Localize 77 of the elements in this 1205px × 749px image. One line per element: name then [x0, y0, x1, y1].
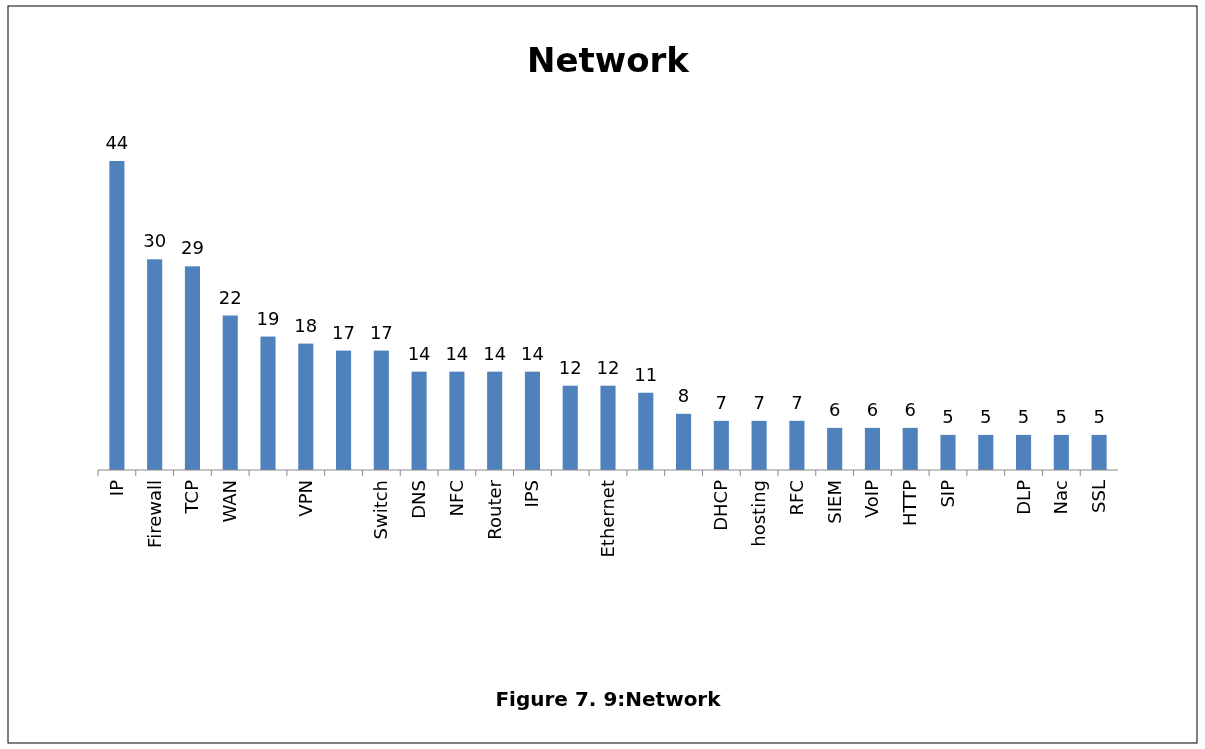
- data-label: 6: [904, 398, 916, 420]
- data-label: 12: [596, 356, 620, 378]
- x-tick-label: Ethernet: [597, 480, 618, 558]
- bar: [449, 371, 465, 470]
- x-tick-label: Nac: [1050, 480, 1072, 515]
- data-label: 5: [1093, 405, 1105, 427]
- data-label: 7: [753, 391, 765, 413]
- data-label: 18: [294, 314, 318, 336]
- data-label: 5: [1055, 405, 1068, 427]
- data-label: 29: [180, 237, 204, 259]
- x-tick-label: DLP: [1012, 479, 1034, 515]
- x-tick-label: SSL: [1088, 480, 1110, 513]
- x-tick-label: Router: [483, 479, 505, 540]
- data-label: 8: [677, 384, 690, 406]
- bar: [827, 427, 843, 470]
- bar: [1091, 434, 1107, 470]
- data-label: 11: [634, 363, 658, 385]
- bar: [676, 413, 692, 470]
- x-tick-label: SIP: [937, 479, 958, 508]
- x-tick-label: VPN: [294, 480, 316, 517]
- bar: [864, 427, 880, 470]
- chart-title: Network: [527, 40, 691, 80]
- data-label: 5: [1017, 405, 1030, 427]
- bar: [222, 315, 238, 470]
- bar: [411, 371, 427, 470]
- data-label: 14: [483, 342, 507, 364]
- bar: [789, 420, 805, 470]
- x-tick-label: Switch: [370, 480, 392, 540]
- data-label: 14: [407, 342, 431, 364]
- data-label: 7: [791, 391, 803, 413]
- x-tick-label: DNS: [408, 480, 430, 519]
- bar: [751, 420, 767, 470]
- bar: [336, 350, 352, 470]
- bar: [298, 343, 314, 470]
- x-tick-label: RFC: [785, 480, 807, 516]
- data-label: 6: [866, 398, 879, 420]
- bar: [1016, 434, 1032, 470]
- data-label: 17: [332, 321, 356, 343]
- data-label: 17: [369, 321, 393, 343]
- x-tick-label: SIEM: [823, 480, 845, 524]
- bar: [713, 420, 729, 470]
- data-label: 5: [980, 405, 992, 427]
- bar: [147, 259, 163, 470]
- x-tick-label: IP: [105, 479, 127, 497]
- bar: [487, 371, 503, 470]
- bar: [600, 385, 616, 470]
- x-tick-label: TCP: [181, 479, 203, 515]
- x-tick-label: IPS: [521, 480, 543, 508]
- data-label: 22: [218, 286, 242, 308]
- bar: [260, 336, 276, 470]
- bar: [373, 350, 389, 470]
- bar: [184, 266, 200, 470]
- data-label: 5: [942, 405, 954, 427]
- data-label: 44: [105, 132, 129, 153]
- data-label: 7: [715, 391, 728, 413]
- data-label: 30: [143, 230, 167, 252]
- x-tick-label: HTTP: [899, 479, 921, 527]
- data-label: 12: [558, 356, 582, 378]
- bar: [1053, 434, 1069, 470]
- x-tick-label: NFC: [445, 480, 467, 517]
- bar: [562, 385, 578, 470]
- bar: [940, 434, 956, 470]
- bar: [109, 161, 125, 470]
- x-tick-label: Firewall: [143, 480, 165, 548]
- data-label: 19: [256, 307, 280, 329]
- x-tick-label: hosting: [748, 480, 770, 547]
- x-tick-label: DHCP: [710, 479, 732, 531]
- data-label: 14: [445, 342, 469, 364]
- bar: [978, 434, 994, 470]
- data-label: 6: [828, 398, 841, 420]
- bar: [902, 427, 918, 470]
- bar: [524, 371, 540, 470]
- caption: Figure 7. 9:Network: [495, 687, 722, 711]
- x-tick-label: WAN: [219, 480, 241, 523]
- x-tick-label: VoIP: [861, 479, 883, 519]
- bar: [638, 392, 654, 470]
- data-label: 14: [520, 342, 544, 364]
